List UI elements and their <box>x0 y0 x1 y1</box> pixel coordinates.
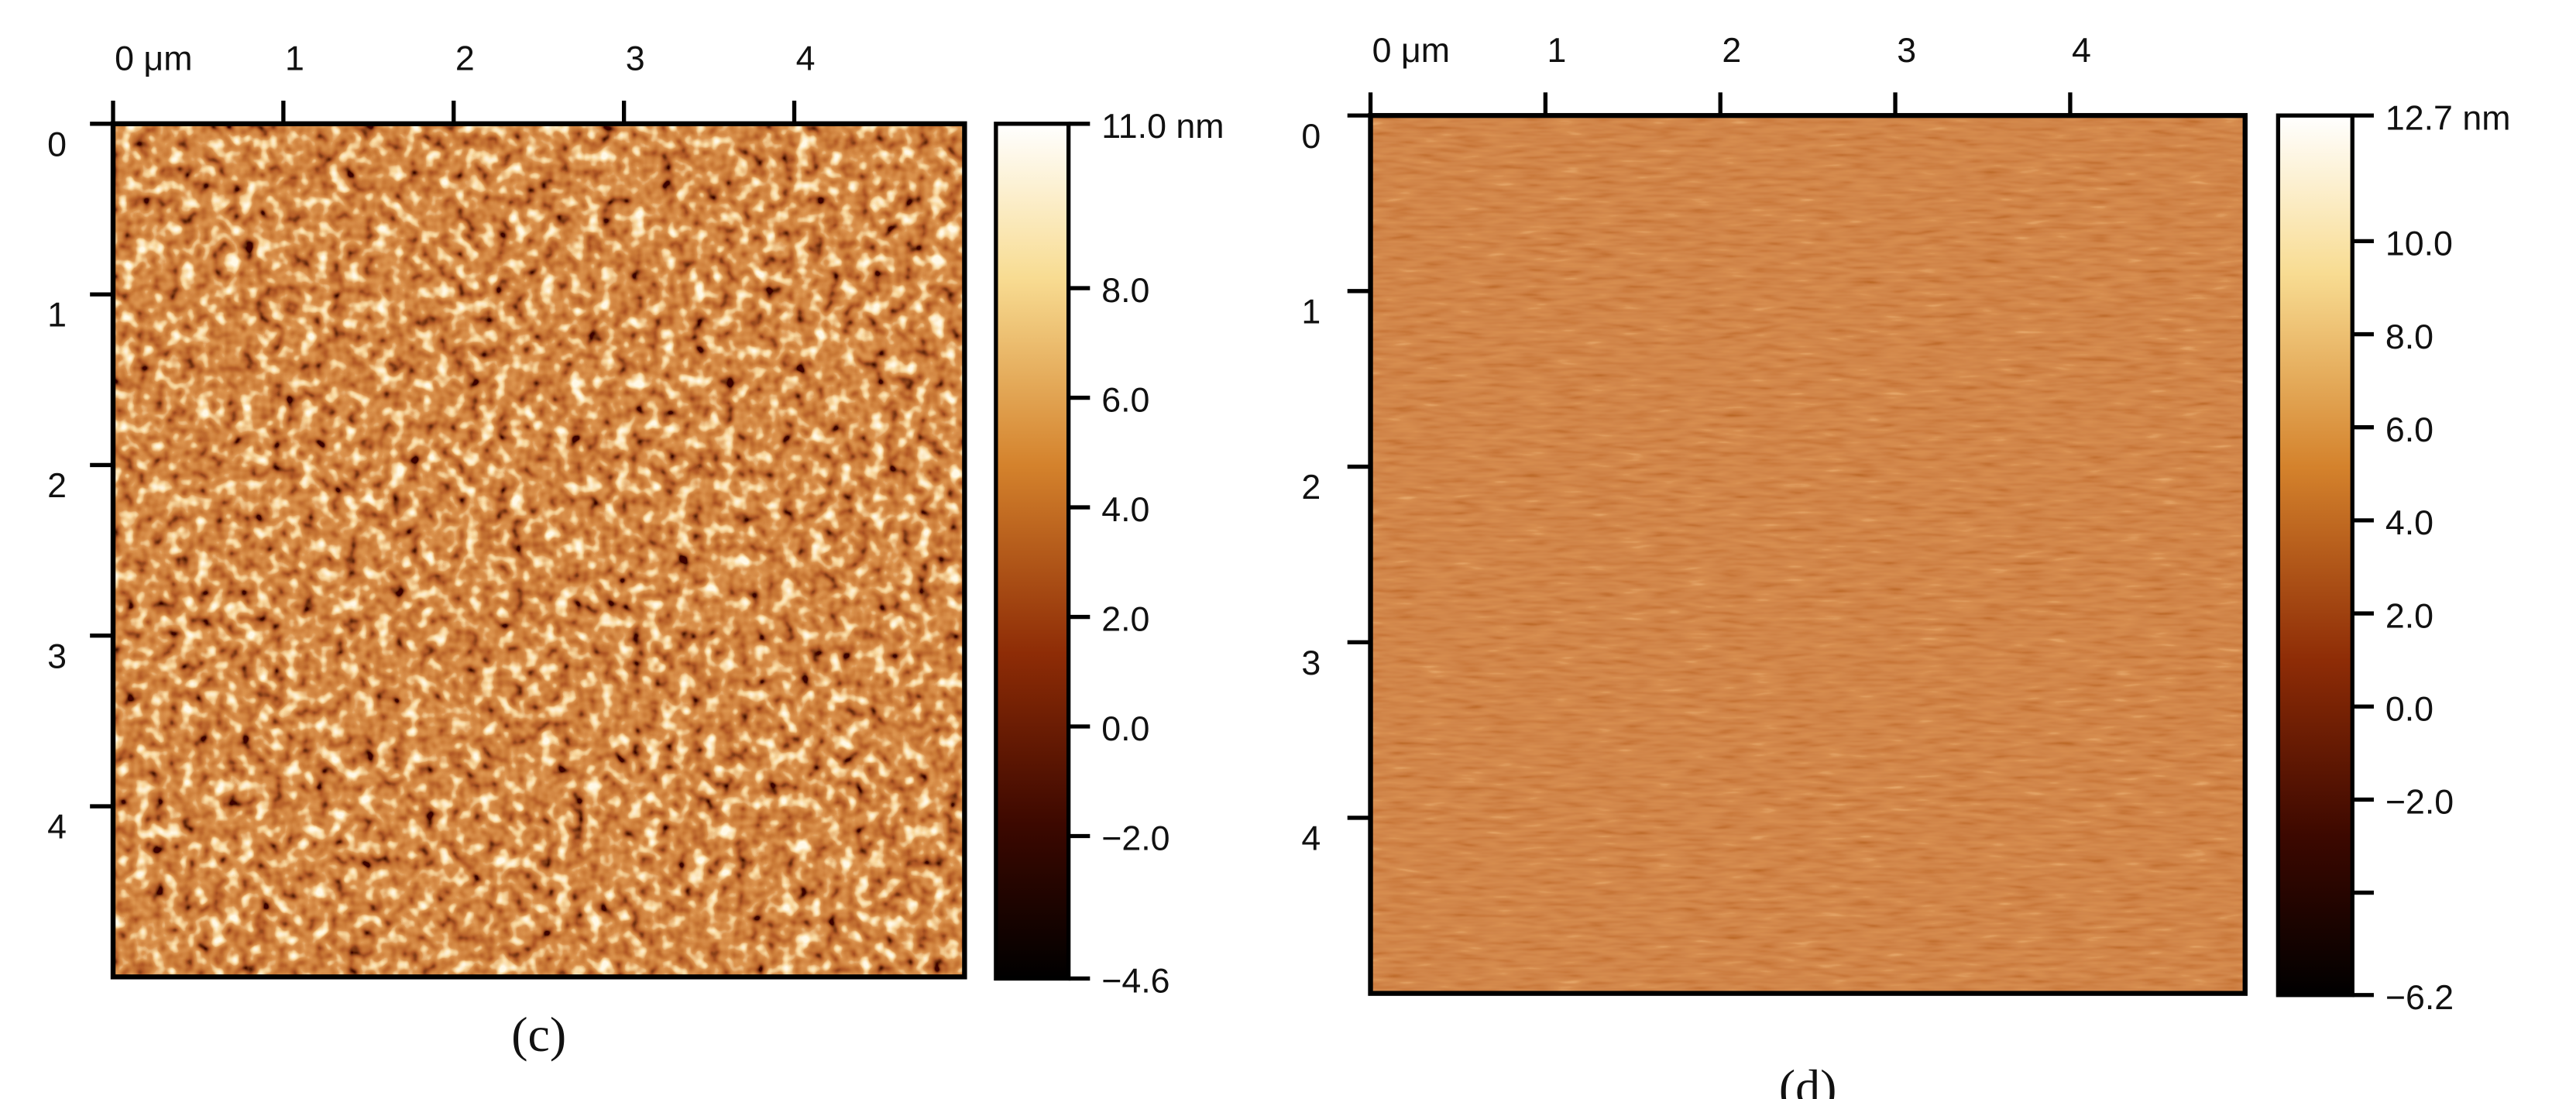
colorbar-tick-label: 6.0 <box>2385 410 2433 449</box>
y-tick-label: 2 <box>47 466 67 505</box>
y-tick-label: 1 <box>47 296 67 335</box>
y-tick-label: 2 <box>1301 468 1321 507</box>
y-tick-label: 1 <box>1301 292 1321 331</box>
colorbar-tick-label: 2.0 <box>2385 596 2433 635</box>
colorbar-tick-label: −2.0 <box>1101 819 1170 858</box>
panel-caption: (c) <box>511 1007 566 1062</box>
colorbar-tick-label: 12.7 nm <box>2385 98 2511 137</box>
colorbar-tick-label: 0.0 <box>2385 689 2433 728</box>
y-tick-label: 0 <box>1301 117 1321 156</box>
y-tick-label: 4 <box>47 808 67 847</box>
y-tick-label: 0 <box>47 125 67 163</box>
x-tick-label: 4 <box>2072 31 2091 70</box>
afm-image <box>112 123 965 977</box>
colorbar-tick-label: 10.0 <box>2385 225 2453 263</box>
colorbar <box>2275 113 2354 998</box>
colorbar-tick-label: 6.0 <box>1101 381 1149 420</box>
x-tick-label: 2 <box>1722 31 1741 70</box>
x-tick-label: 3 <box>1897 31 1916 70</box>
colorbar-tick-label: 11.0 nm <box>1101 107 1224 146</box>
plot-frame <box>1368 112 2248 996</box>
panel-caption: (d) <box>1779 1060 1837 1099</box>
x-tick-label: 0 μm <box>1372 31 1450 70</box>
colorbar <box>994 122 1071 981</box>
x-tick-label: 1 <box>285 39 304 78</box>
x-tick-label: 0 μm <box>115 39 192 78</box>
colorbar-tick-label: 4.0 <box>1101 490 1149 529</box>
colorbar-tick-label: −6.2 <box>2385 978 2454 1017</box>
x-tick-label: 3 <box>626 39 645 78</box>
y-tick-label: 4 <box>1301 819 1321 858</box>
x-tick-label: 4 <box>796 39 816 78</box>
plot-frame <box>110 121 967 980</box>
x-tick-label: 2 <box>455 39 475 78</box>
afm-image <box>1370 115 2245 994</box>
colorbar-tick-label: −4.6 <box>1101 962 1170 1001</box>
colorbar-tick-label: 0.0 <box>1101 709 1149 748</box>
colorbar-tick-label: 8.0 <box>1101 271 1149 310</box>
colorbar-tick-label: 4.0 <box>2385 503 2433 542</box>
colorbar-tick-label: 8.0 <box>2385 318 2433 356</box>
y-tick-label: 3 <box>47 637 67 675</box>
x-tick-label: 1 <box>1547 31 1567 70</box>
colorbar-tick-label: 2.0 <box>1101 600 1149 639</box>
colorbar-tick-label: −2.0 <box>2385 783 2454 822</box>
y-tick-label: 3 <box>1301 644 1321 682</box>
